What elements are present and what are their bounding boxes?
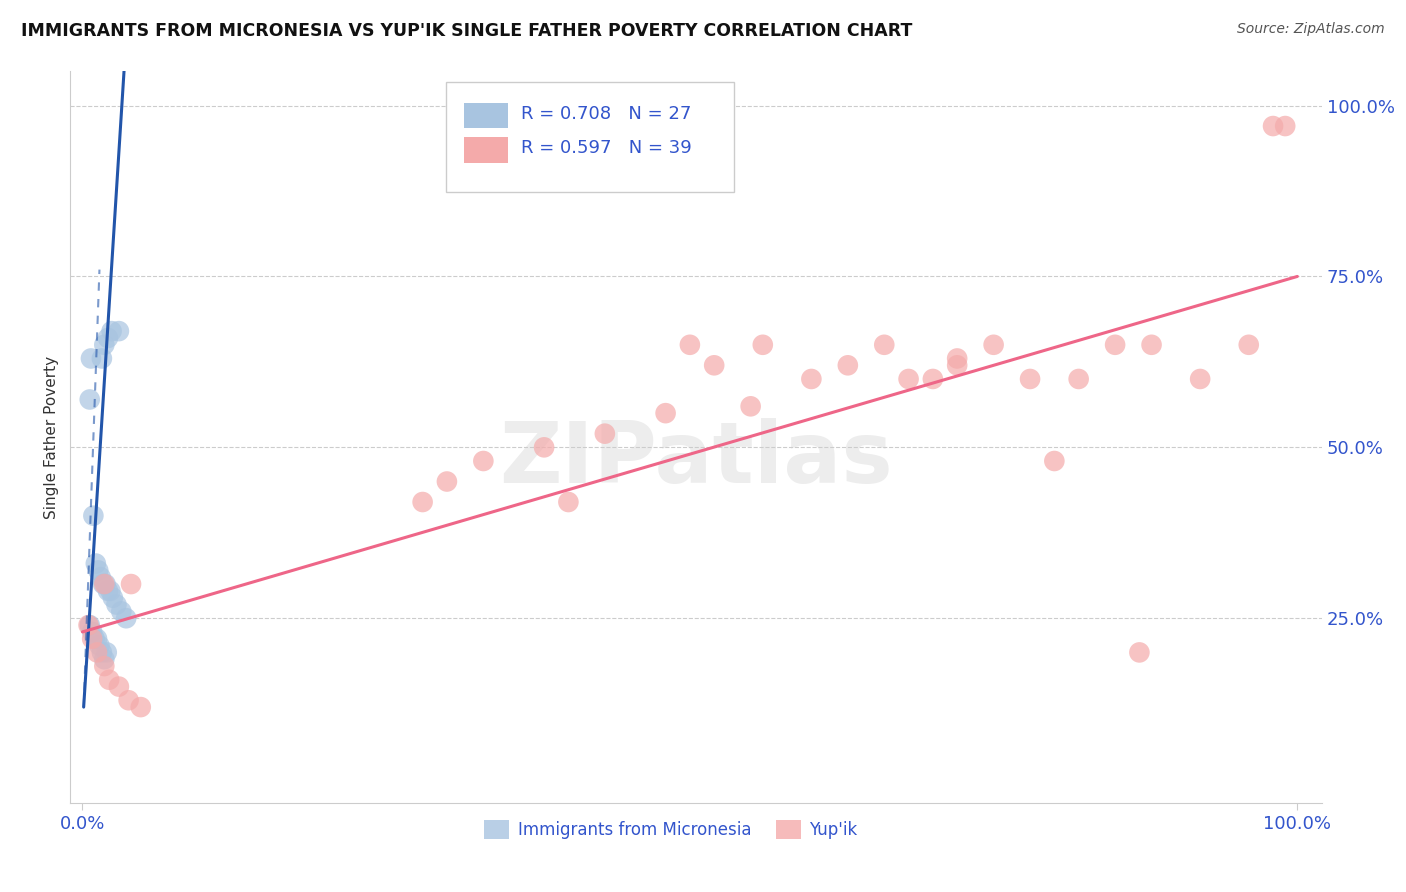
Point <box>129 700 152 714</box>
Point <box>90 351 112 366</box>
Point <box>93 659 115 673</box>
Point <box>1128 645 1150 659</box>
Point <box>921 372 943 386</box>
Point <box>115 611 138 625</box>
Point <box>101 591 124 605</box>
Point <box>117 693 139 707</box>
Point <box>800 372 823 386</box>
Point <box>533 440 555 454</box>
Point <box>108 680 131 694</box>
Point <box>80 351 103 366</box>
Text: R = 0.708   N = 27: R = 0.708 N = 27 <box>520 104 692 123</box>
FancyBboxPatch shape <box>464 137 509 163</box>
Point <box>96 645 118 659</box>
Point <box>90 645 112 659</box>
Point <box>752 338 775 352</box>
Point <box>82 508 104 523</box>
Point <box>1019 372 1042 386</box>
Point <box>110 604 132 618</box>
Point <box>90 570 112 584</box>
Point <box>740 400 762 414</box>
Point <box>654 406 676 420</box>
Point <box>679 338 702 352</box>
Point <box>83 632 105 646</box>
Point <box>412 495 434 509</box>
Point <box>79 392 101 407</box>
Point <box>87 563 110 577</box>
Point <box>1104 338 1126 352</box>
Point <box>120 577 142 591</box>
Point <box>593 426 616 441</box>
Point <box>1140 338 1163 352</box>
Point <box>105 598 128 612</box>
Point <box>82 624 104 639</box>
Point <box>97 331 120 345</box>
Point <box>93 577 115 591</box>
Point <box>946 359 969 373</box>
FancyBboxPatch shape <box>464 103 509 128</box>
Legend: Immigrants from Micronesia, Yup'ik: Immigrants from Micronesia, Yup'ik <box>478 814 865 846</box>
Point <box>1067 372 1090 386</box>
FancyBboxPatch shape <box>446 82 734 192</box>
Text: Source: ZipAtlas.com: Source: ZipAtlas.com <box>1237 22 1385 37</box>
Point <box>108 324 131 338</box>
Point <box>1237 338 1260 352</box>
Point <box>1189 372 1212 386</box>
Point <box>84 557 107 571</box>
Point <box>897 372 920 386</box>
Text: ZIPatlas: ZIPatlas <box>499 417 893 500</box>
Point <box>91 577 114 591</box>
Point <box>86 632 108 646</box>
Point <box>1043 454 1066 468</box>
Text: IMMIGRANTS FROM MICRONESIA VS YUP'IK SINGLE FATHER POVERTY CORRELATION CHART: IMMIGRANTS FROM MICRONESIA VS YUP'IK SIN… <box>21 22 912 40</box>
Point <box>946 351 969 366</box>
Point <box>557 495 579 509</box>
Y-axis label: Single Father Poverty: Single Father Poverty <box>44 356 59 518</box>
Text: R = 0.597   N = 39: R = 0.597 N = 39 <box>520 139 692 157</box>
Point <box>703 359 725 373</box>
Point <box>1261 119 1284 133</box>
Point <box>837 359 859 373</box>
Point <box>100 324 122 338</box>
Point <box>93 652 115 666</box>
Point <box>472 454 495 468</box>
Point <box>93 338 115 352</box>
Point <box>82 632 104 646</box>
Point <box>873 338 896 352</box>
Point <box>94 577 117 591</box>
Point <box>983 338 1005 352</box>
Point <box>89 639 111 653</box>
Point <box>1274 119 1296 133</box>
Point <box>79 618 101 632</box>
Point <box>98 673 121 687</box>
Point <box>97 583 120 598</box>
Point <box>77 618 100 632</box>
Point <box>436 475 458 489</box>
Point <box>100 583 122 598</box>
Point <box>86 645 108 659</box>
